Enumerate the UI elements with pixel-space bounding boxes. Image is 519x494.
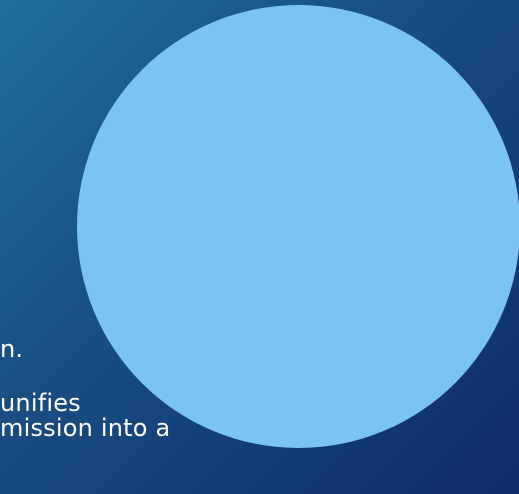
- body-text-line: n.: [0, 335, 24, 363]
- decorative-circle: [77, 5, 519, 448]
- body-text-line: unifies: [0, 389, 81, 417]
- body-text-line: mission into a: [0, 414, 171, 442]
